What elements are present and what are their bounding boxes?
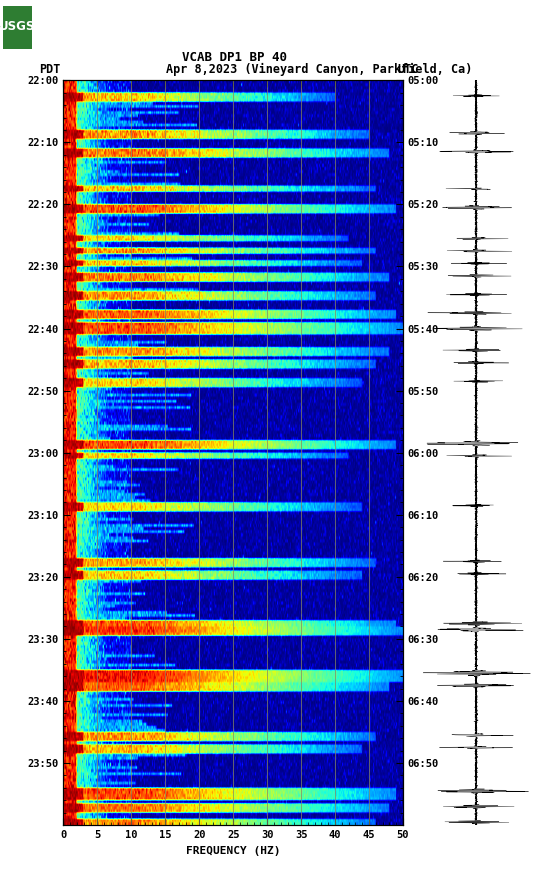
Text: UTC: UTC xyxy=(397,62,419,76)
Text: PDT: PDT xyxy=(39,62,60,76)
Text: USGS: USGS xyxy=(0,21,35,33)
FancyBboxPatch shape xyxy=(3,6,31,49)
Text: ~: ~ xyxy=(0,21,1,35)
Text: Apr 8,2023 (Vineyard Canyon, Parkfield, Ca): Apr 8,2023 (Vineyard Canyon, Parkfield, … xyxy=(166,62,472,76)
X-axis label: FREQUENCY (HZ): FREQUENCY (HZ) xyxy=(186,846,280,855)
Text: VCAB DP1 BP 40: VCAB DP1 BP 40 xyxy=(182,51,287,64)
